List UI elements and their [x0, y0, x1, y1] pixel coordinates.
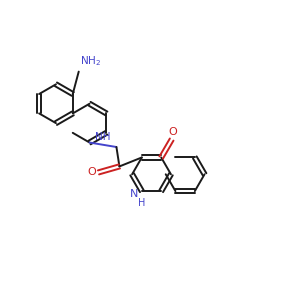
Text: H: H	[137, 198, 145, 208]
Text: NH$_2$: NH$_2$	[80, 54, 101, 68]
Text: O: O	[87, 167, 96, 177]
Text: NH: NH	[95, 132, 111, 142]
Text: O: O	[169, 127, 178, 136]
Text: N: N	[130, 189, 138, 199]
